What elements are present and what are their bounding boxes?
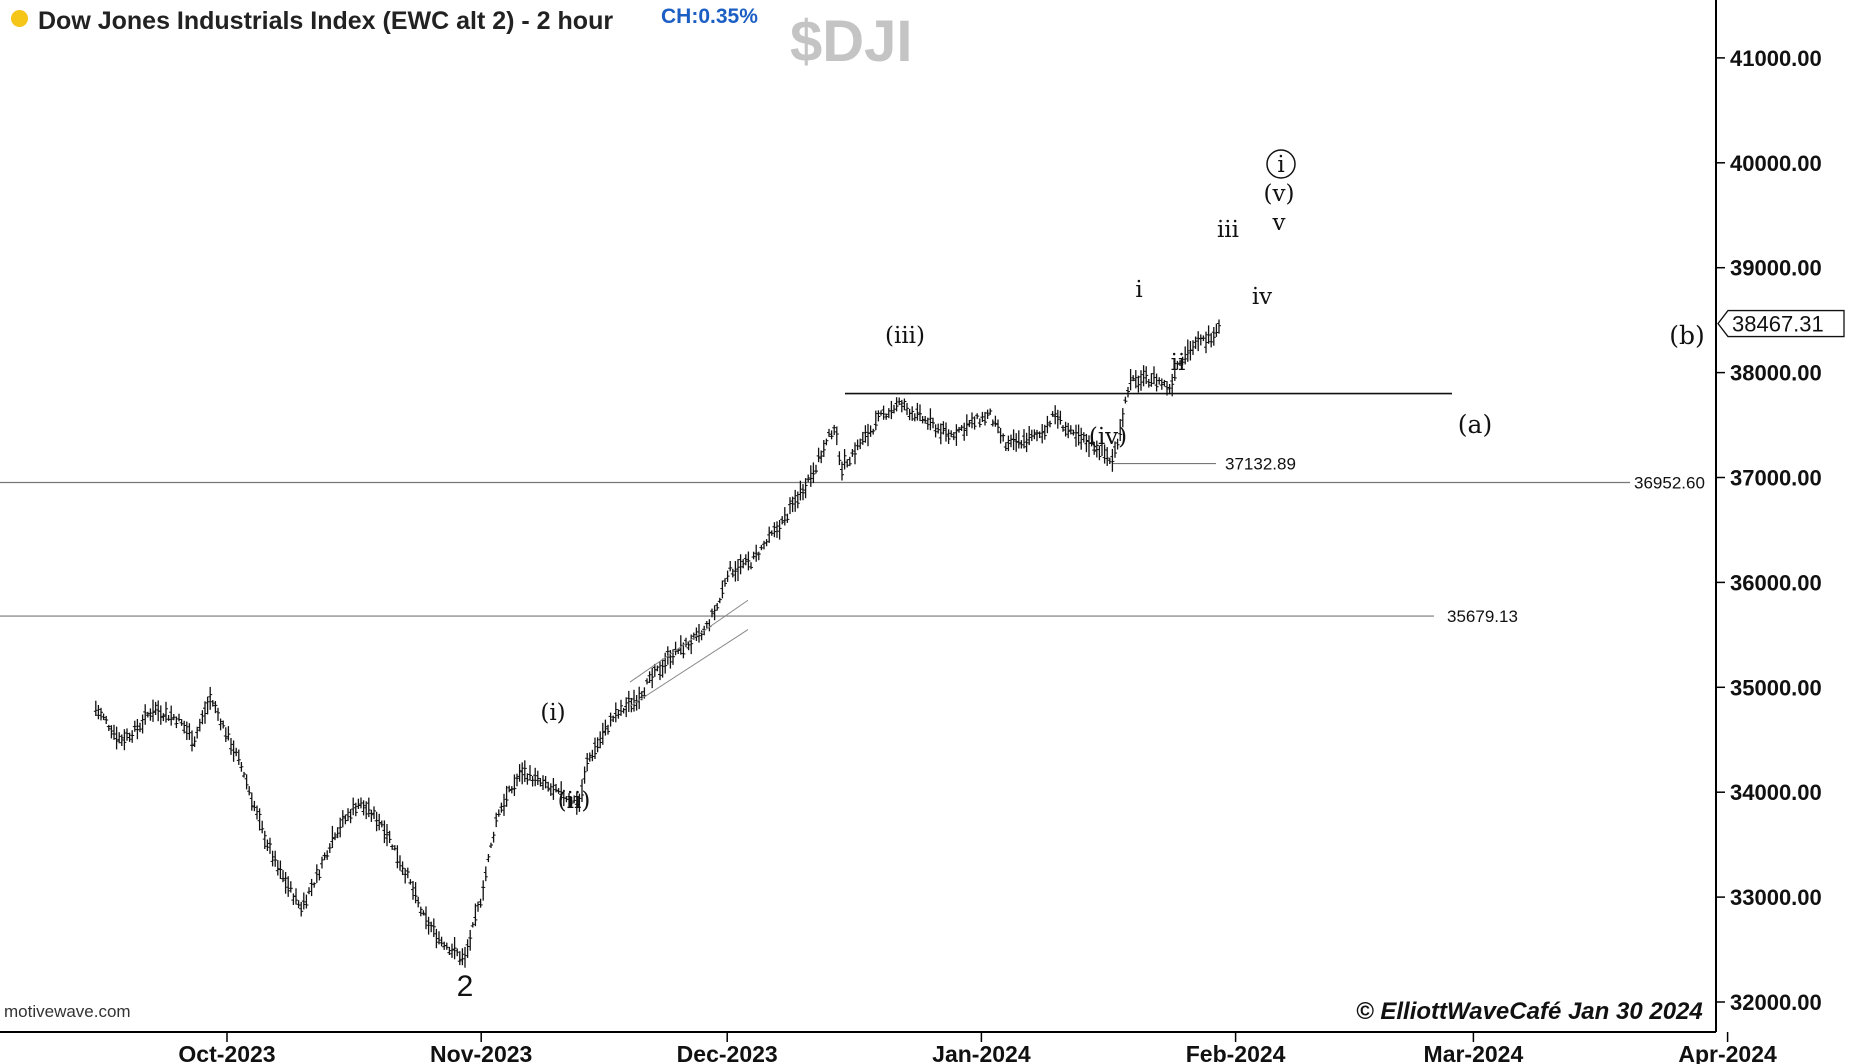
wave-circle-icon xyxy=(1266,149,1296,179)
copyright-label: © ElliottWaveCafé Jan 30 2024 xyxy=(1356,998,1703,1025)
price-bars xyxy=(93,319,1221,968)
x-tick-label: Nov-2023 xyxy=(430,1041,532,1064)
channel-line-upper xyxy=(629,599,749,683)
wave-label: ii xyxy=(1171,350,1186,376)
x-tick-label: Dec-2023 xyxy=(677,1041,778,1064)
level-label: 37132.89 xyxy=(1225,455,1296,474)
status-dot-icon xyxy=(11,10,28,27)
x-tick-label: Oct-2023 xyxy=(178,1041,275,1064)
wave-label: (v) xyxy=(1264,181,1295,207)
y-tick-label: 38000.00 xyxy=(1730,361,1822,386)
wave-label: v xyxy=(1272,210,1286,236)
y-tick-label: 36000.00 xyxy=(1730,570,1822,595)
wave-label: (b) xyxy=(1669,321,1705,350)
last-price-label: 38467.31 xyxy=(1732,312,1824,337)
y-tick-label: 32000.00 xyxy=(1730,990,1822,1015)
wave-label: (ii) xyxy=(558,788,591,814)
y-tick-label: 40000.00 xyxy=(1730,151,1822,176)
y-tick-label: 34000.00 xyxy=(1730,780,1822,805)
x-tick-label: Apr-2024 xyxy=(1678,1041,1777,1064)
wave-label: (iv) xyxy=(1089,424,1127,450)
x-tick-label: Mar-2024 xyxy=(1424,1041,1524,1064)
symbol-watermark: $DJI xyxy=(790,9,913,74)
wave-label: (iii) xyxy=(885,323,925,349)
wave-label: (i) xyxy=(540,700,565,726)
wave-label: iv xyxy=(1252,284,1272,310)
source-label: motivewave.com xyxy=(4,1002,131,1021)
wave-label: iii xyxy=(1217,217,1239,243)
wave-label: 2 xyxy=(457,970,474,1003)
level-label: 35679.13 xyxy=(1447,607,1518,626)
wave-label: i xyxy=(1135,277,1142,303)
y-tick-label: 39000.00 xyxy=(1730,256,1822,281)
level-label: 36952.60 xyxy=(1634,473,1705,492)
channel-line-lower xyxy=(629,629,749,707)
wave-label: (a) xyxy=(1458,410,1492,439)
change-label: CH:0.35% xyxy=(661,5,758,28)
last-price-tag xyxy=(1717,309,1845,338)
x-tick-label: Feb-2024 xyxy=(1186,1041,1286,1064)
y-tick-label: 37000.00 xyxy=(1730,466,1822,491)
y-tick-label: 33000.00 xyxy=(1730,885,1822,910)
wave-label: i xyxy=(1277,152,1284,178)
chart-title: Dow Jones Industrials Index (EWC alt 2) … xyxy=(38,7,614,35)
y-tick-label: 41000.00 xyxy=(1730,46,1822,71)
x-tick-label: Jan-2024 xyxy=(932,1041,1031,1064)
y-tick-label: 35000.00 xyxy=(1730,675,1822,700)
